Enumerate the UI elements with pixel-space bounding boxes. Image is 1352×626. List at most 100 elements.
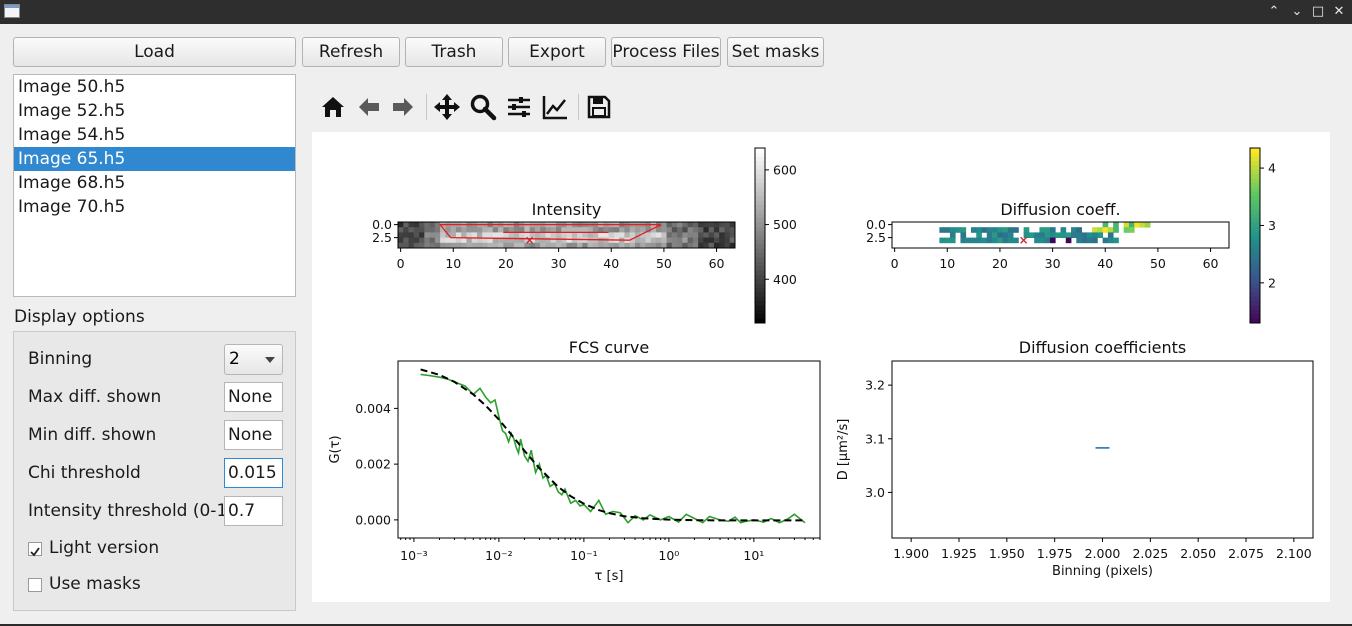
heatmap-cell: [682, 227, 689, 233]
load-button[interactable]: Load: [13, 37, 296, 67]
x-tick-label: 10⁻³: [400, 548, 428, 563]
edit-axis-icon[interactable]: [540, 92, 570, 122]
set-masks-button[interactable]: Set masks: [727, 37, 824, 67]
diffusion-coefficients-chart: Diffusion coefficients 1.900 1.925 1.950 1.9…: [836, 338, 1314, 579]
restore-icon[interactable]: ⌄: [1291, 4, 1303, 19]
file-list-item[interactable]: Image 65.h5: [14, 147, 295, 171]
y-tick-label: 2.5: [866, 230, 886, 245]
heatmap-cell: [1086, 237, 1093, 244]
intensity-threshold-input[interactable]: 0.7: [224, 496, 283, 526]
binning-combobox[interactable]: 2: [224, 344, 283, 375]
min-diff-input[interactable]: None: [224, 420, 283, 450]
heatmap-cell: [634, 232, 641, 238]
heatmap-cell: [650, 242, 657, 249]
colorbar-segment: [1250, 292, 1260, 298]
forward-arrow-icon[interactable]: [388, 92, 418, 122]
heatmap-cell: [949, 232, 956, 238]
heatmap-cell: [687, 227, 694, 233]
heatmap-cell: [719, 242, 725, 249]
heatmap-cell: [487, 227, 494, 233]
heatmap-cell: [408, 227, 415, 233]
heatmap-cell: [498, 237, 504, 244]
file-list-item[interactable]: Image 52.h5: [18, 101, 126, 121]
x-marker: [1020, 236, 1028, 244]
use-masks-checkbox[interactable]: [28, 578, 42, 592]
heatmap-cell: [550, 227, 557, 233]
zoom-icon[interactable]: [468, 92, 498, 122]
plot-toolbar: [318, 92, 628, 122]
heatmap-cell: [492, 237, 499, 244]
heatmap-cell: [471, 227, 478, 233]
heatmap-cell: [729, 232, 736, 238]
minimize-icon[interactable]: ⌃: [1268, 4, 1280, 19]
heatmap-cell: [619, 227, 625, 233]
close-icon[interactable]: ✕: [1333, 4, 1345, 19]
heatmap-cell: [503, 227, 509, 233]
heatmap-cell: [534, 237, 541, 244]
heatmap-cell: [703, 232, 710, 238]
heatmap-cell: [708, 242, 715, 249]
chart-title: FCS curve: [569, 338, 649, 357]
file-list-item[interactable]: Image 50.h5: [18, 77, 126, 97]
heatmap-cell: [513, 237, 520, 244]
file-list-item[interactable]: Image 68.h5: [18, 173, 126, 193]
heatmap-cell: [503, 242, 509, 249]
home-icon[interactable]: [318, 92, 348, 122]
colorbar-segment: [755, 178, 765, 184]
heatmap-cell: [476, 232, 483, 238]
x-tick-label: 1.900: [893, 546, 929, 561]
colorbar-segment: [755, 292, 765, 298]
heatmap-cell: [1081, 237, 1088, 244]
heatmap-cell: [466, 227, 473, 233]
file-list-item[interactable]: Image 70.h5: [18, 197, 126, 217]
maximize-icon[interactable]: □: [1311, 4, 1325, 19]
plot-canvas[interactable]: Intensity 0 10 20 30 40 50 60 0.0 2.5 600 500 400 Dif…: [312, 132, 1330, 602]
heatmap-cell: [613, 242, 620, 249]
heatmap-cell: [671, 227, 678, 233]
colorbar-segment: [755, 213, 765, 219]
light-version-checkbox[interactable]: [28, 542, 42, 557]
heatmap-cell: [692, 242, 699, 249]
main-window: Load Refresh Trash Export Process Files …: [0, 24, 1352, 624]
heatmap-cell: [719, 237, 725, 244]
chart-title: Diffusion coefficients: [1019, 338, 1186, 357]
refresh-button[interactable]: Refresh: [302, 37, 400, 67]
x-tick-label: 0: [891, 256, 899, 271]
heatmap-cell: [970, 237, 977, 244]
x-tick-label: 40: [603, 256, 619, 271]
file-list[interactable]: Image 50.h5 Image 52.h5 Image 54.h5 Image 6…: [13, 74, 296, 297]
heatmap-cell: [960, 232, 967, 238]
heatmap-cell: [729, 222, 736, 228]
heatmap-cell: [513, 232, 520, 238]
heatmap-cell: [682, 237, 689, 244]
x-tick-label: 20: [498, 256, 514, 271]
save-icon[interactable]: [584, 92, 614, 122]
heatmap-cell: [713, 237, 720, 244]
heatmap-cell: [455, 242, 462, 249]
file-list-item[interactable]: Image 54.h5: [18, 125, 126, 145]
max-diff-input[interactable]: None: [224, 382, 283, 412]
heatmap-cell: [424, 237, 430, 244]
heatmap-cell: [1013, 227, 1019, 233]
chi-threshold-input[interactable]: 0.015: [224, 458, 283, 488]
heatmap-cell: [587, 227, 594, 233]
process-files-button[interactable]: Process Files: [611, 37, 721, 67]
heatmap-cell: [1055, 232, 1061, 238]
heatmap-cell: [419, 237, 425, 244]
colorbar-segment: [755, 301, 765, 306]
configure-subplots-icon[interactable]: [504, 92, 534, 122]
heatmap-cell: [629, 232, 636, 238]
colorbar-segment: [755, 148, 765, 153]
heatmap-cell: [482, 227, 488, 233]
heatmap-cell: [513, 242, 520, 249]
colorbar-segment: [755, 165, 765, 171]
heatmap-cell: [466, 232, 473, 238]
trash-button[interactable]: Trash: [405, 37, 503, 67]
pan-icon[interactable]: [432, 92, 462, 122]
colorbar-segment: [755, 169, 765, 175]
back-arrow-icon[interactable]: [354, 92, 384, 122]
heatmap-cell: [608, 232, 615, 238]
export-button[interactable]: Export: [508, 37, 606, 67]
heatmap-cell: [629, 227, 636, 233]
heatmap-cell: [1107, 227, 1114, 233]
